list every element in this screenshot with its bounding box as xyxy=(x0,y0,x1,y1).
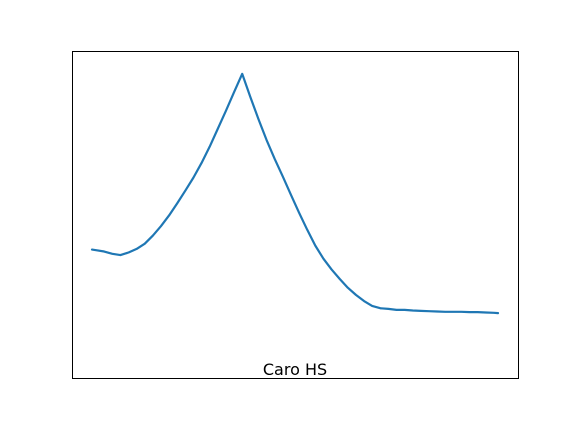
series-layer xyxy=(90,72,500,315)
plot-area-frame xyxy=(72,51,519,379)
series-line-1 xyxy=(90,72,500,315)
chart-title: Caro HS xyxy=(263,360,327,379)
